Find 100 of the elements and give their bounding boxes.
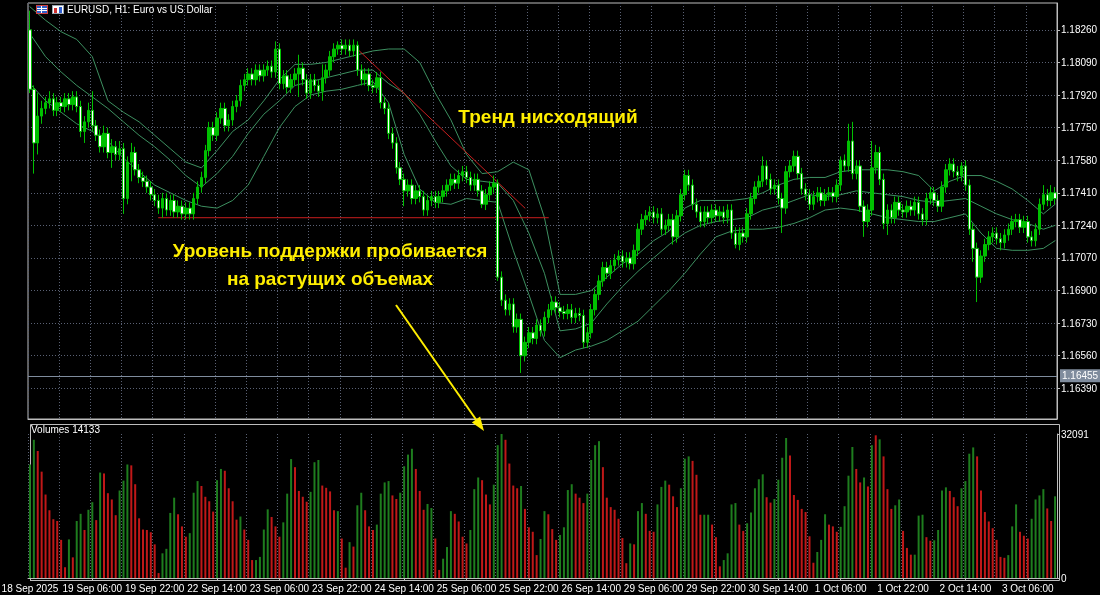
bar [106, 493, 109, 578]
bar [500, 434, 503, 578]
candlestick [63, 92, 67, 113]
bar [878, 439, 881, 578]
line-series [29, 33, 1056, 332]
bar [629, 543, 632, 578]
bar [305, 501, 308, 578]
bar [1015, 504, 1018, 578]
candlestick [1046, 188, 1049, 207]
bar [586, 493, 589, 578]
x-tick-label: 24 Sep 14:00 [374, 582, 435, 594]
bar [145, 529, 148, 578]
bar [141, 529, 144, 578]
bar [644, 513, 647, 578]
candlestick [52, 92, 55, 117]
bar [668, 484, 671, 578]
bar [251, 560, 254, 578]
ref-line-label: 1.16455 [1062, 370, 1099, 382]
bar [921, 514, 924, 578]
bar [773, 499, 776, 578]
bar [761, 474, 764, 578]
bar [543, 511, 546, 578]
candlestick [254, 63, 258, 86]
candlestick [344, 38, 347, 56]
line-series [29, 81, 1056, 359]
bar [1026, 538, 1029, 578]
y-tick-label: 1.17240 [1061, 219, 1098, 231]
bar [212, 511, 215, 578]
y-tick-label: 1.16900 [1061, 285, 1098, 297]
y-tick-label: 1.18260 [1061, 24, 1098, 36]
bar [360, 492, 363, 578]
bar [968, 453, 971, 578]
bar [290, 459, 293, 578]
candlestick [367, 67, 371, 92]
bar [446, 547, 449, 578]
candlestick [453, 173, 457, 190]
bar [71, 557, 74, 578]
bar [898, 499, 901, 578]
bar [473, 489, 476, 578]
x-tick-label: 26 Sep 14:00 [561, 582, 622, 594]
bar [153, 544, 156, 578]
candlestick [718, 205, 722, 223]
bar [270, 516, 273, 578]
candlestick [258, 63, 262, 83]
bar [344, 567, 347, 578]
bar [368, 526, 371, 578]
bar [691, 460, 694, 578]
bar [40, 471, 43, 578]
bar [781, 457, 784, 578]
bar [484, 494, 487, 578]
bar [703, 514, 706, 578]
candlestick [566, 303, 570, 320]
bar [422, 509, 425, 578]
bar [824, 514, 827, 578]
bar [527, 527, 530, 578]
bar [258, 556, 261, 578]
x-tick-label: 29 Sep 22:00 [686, 582, 747, 594]
bar [714, 537, 717, 578]
y-tick-label: 1.18090 [1061, 56, 1098, 68]
bar [75, 521, 78, 578]
bar [184, 536, 187, 578]
bar [979, 490, 982, 578]
bar [60, 539, 63, 578]
bar [301, 496, 304, 578]
bar [239, 516, 242, 578]
bar [313, 462, 316, 578]
y-tick-label: 1.16560 [1061, 350, 1098, 362]
bar [656, 504, 659, 578]
bar [976, 456, 979, 578]
candlestick [512, 297, 515, 334]
bar [1038, 495, 1041, 578]
candlestick [917, 196, 920, 221]
bar [297, 490, 300, 578]
bar [882, 456, 885, 578]
candlestick [262, 63, 266, 83]
bar [617, 518, 620, 578]
bar [1007, 555, 1010, 578]
bar [192, 492, 195, 578]
bar [574, 493, 577, 578]
bar [707, 514, 710, 578]
candlestick [1026, 215, 1030, 244]
bar [391, 495, 394, 578]
bar [789, 455, 792, 578]
candlestick [570, 303, 573, 324]
bar [839, 526, 842, 578]
bar [196, 481, 199, 578]
bar [508, 463, 511, 578]
bar [418, 490, 421, 578]
bar [56, 521, 59, 578]
bar [364, 510, 367, 578]
bar [746, 523, 749, 578]
bar [555, 539, 558, 578]
bar [442, 558, 445, 578]
bar [777, 479, 780, 578]
bar [718, 566, 721, 578]
bar [83, 529, 86, 578]
bar [757, 479, 760, 578]
bar [609, 507, 612, 578]
candlestick [55, 96, 59, 117]
bar [1030, 518, 1033, 578]
